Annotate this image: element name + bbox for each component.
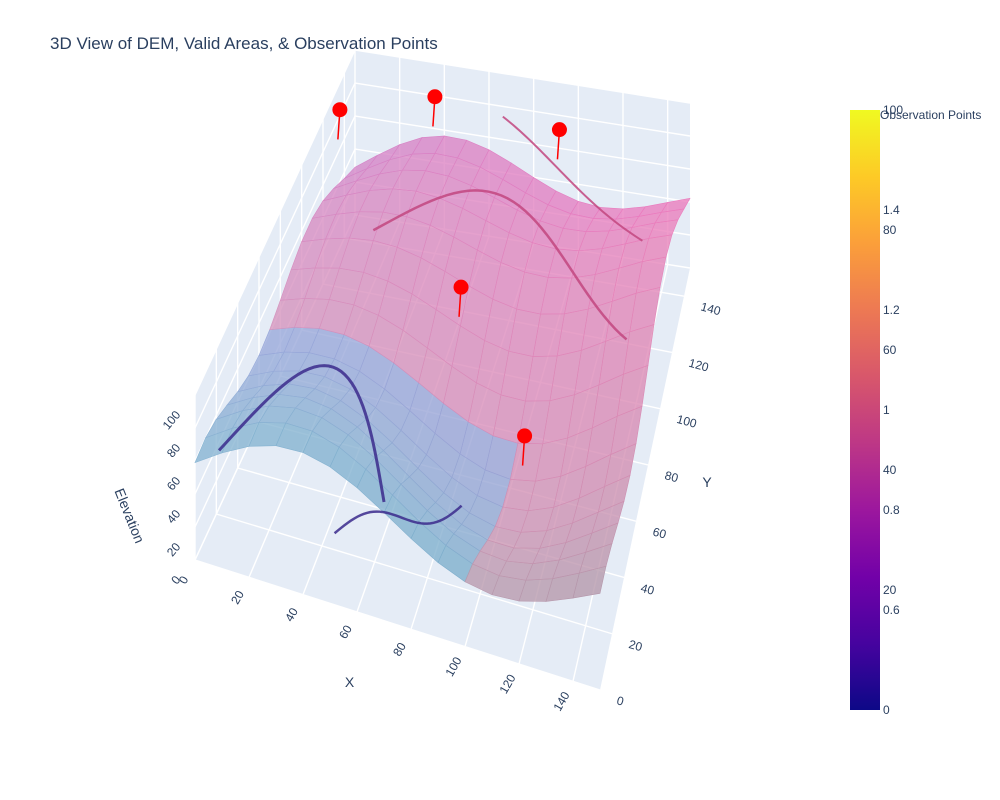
valid-area-contour [217,364,386,503]
colorbar-observation-tick: 1.2 [883,303,900,317]
colorbar-observation-tick: 0.6 [883,603,900,617]
colorbar-elevation-tick: 100 [883,103,903,117]
colorbar-gradient [850,110,880,710]
y-tick-label: 100 [675,412,698,431]
gridline-z [194,82,691,429]
x-tick-label: 60 [336,622,355,641]
colorbar-observation-tick: 1 [883,403,890,417]
colorbar-elevation-tick: 0 [883,703,890,717]
y-tick-label: 120 [687,356,710,375]
dem-surface [194,115,691,602]
valid-area-contour [372,189,628,341]
colorbar-elevation-tick: 60 [883,343,897,357]
gridline-z [194,49,691,396]
x-tick-label: 20 [228,588,247,607]
chart-title: 3D View of DEM, Valid Areas, & Observati… [50,34,438,53]
observation-markers [332,89,567,466]
y-tick-label: 20 [627,637,644,654]
observation-point-marker[interactable] [551,122,567,138]
y-tick-label: 80 [663,468,680,485]
x-tick-label: 40 [282,605,301,624]
observation-point-marker[interactable] [332,102,348,118]
y-axis-title: Y [702,474,712,490]
x-axis-title: X [345,674,355,690]
colorbar-observation-tick: 1.4 [883,203,900,217]
colorbar-elevation-tick: 80 [883,223,897,237]
x-tick-label: 80 [390,640,409,659]
observation-point-marker[interactable] [517,428,533,444]
colorbar-ticks: 0 20 40 60 80 100 0.6 0.8 1 1.2 1.4 [883,103,903,717]
colorbar-elevation-tick: 20 [883,583,897,597]
colorbar-elevation-tick: 40 [883,463,897,477]
colorbar-observation-tick: 0.8 [883,503,900,517]
colorbar-title: Observation Points [880,108,981,122]
gridline-z [194,115,691,462]
observation-point-marker[interactable] [427,89,443,105]
y-tick-label: 0 [615,693,625,708]
y-tick-label: 40 [639,581,656,598]
valid-area-contour [333,504,463,535]
y-tick-label: 60 [651,525,668,542]
y-tick-label: 140 [699,300,722,319]
surface-cell [660,197,691,213]
valid-area-contour [502,115,643,242]
observation-point-marker[interactable] [453,279,469,295]
